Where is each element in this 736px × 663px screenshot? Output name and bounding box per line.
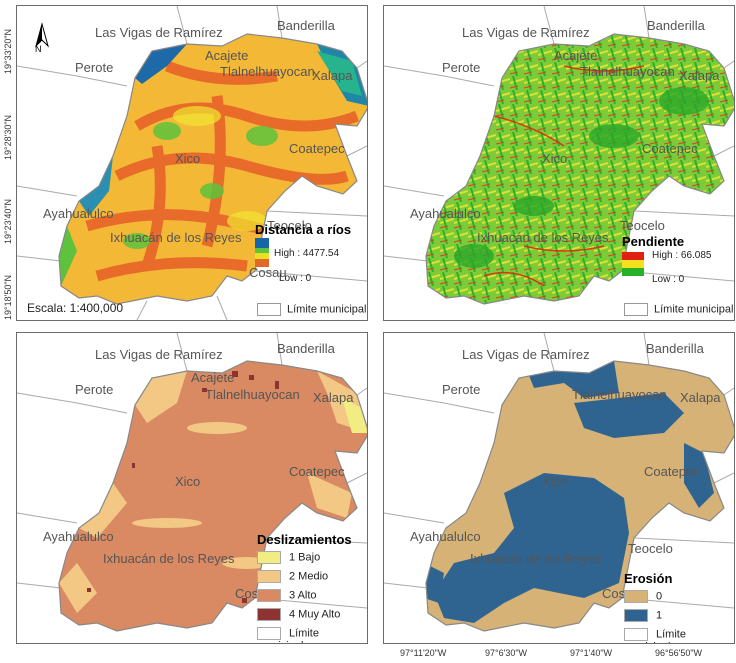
place-banderilla: Banderilla xyxy=(277,341,335,356)
legend-low: Low : 0 xyxy=(652,274,685,285)
place-xico: Xico xyxy=(175,474,201,489)
legend-deslizamientos: Deslizamientos 1 Bajo 2 Medio 3 Alto 4 M… xyxy=(257,532,367,643)
place-coatepec: Coatepec xyxy=(644,464,700,479)
legend-high: High : 4477.54 xyxy=(274,248,340,259)
map-distancia-rios xyxy=(17,6,367,320)
map-pendiente xyxy=(384,6,734,305)
y-tick-2: 19°28'30"N xyxy=(3,114,13,160)
place-xalapa: Xalapa xyxy=(680,390,721,405)
legend-limite: Límite municipal xyxy=(624,303,733,316)
legend-item: 1 xyxy=(624,609,734,622)
place-xico: Xico xyxy=(175,151,201,166)
place-vigas: Las Vigas de Ramírez xyxy=(462,347,590,362)
legend-item: 4 Muy Alto xyxy=(257,608,367,621)
legend-low: Low : 0 xyxy=(279,273,312,284)
x-tick-2: 97°6'30"W xyxy=(485,648,528,658)
place-perote: Perote xyxy=(442,60,481,75)
place-coatepec: Coatepec xyxy=(642,141,698,156)
x-tick-3: 97°1'40"W xyxy=(570,648,613,658)
place-xico: Xico xyxy=(542,474,568,489)
legend-pendiente: Pendiente xyxy=(622,234,684,249)
place-ayahualulco: Ayahualulco xyxy=(43,206,114,221)
place-cosau: Cosau xyxy=(249,265,287,280)
legend-rios: Distancia a ríos xyxy=(255,222,351,237)
place-banderilla: Banderilla xyxy=(277,18,335,33)
y-tick-3: 19°23'40"N xyxy=(3,198,13,244)
place-tlalnelhuayocan: Tlalnelhuayocan xyxy=(205,387,300,402)
place-vigas: Las Vigas de Ramírez xyxy=(95,347,223,362)
place-xalapa: Xalapa xyxy=(679,68,720,83)
x-tick-1: 97°11'20"W xyxy=(400,648,447,658)
place-ayahualulco: Ayahualulco xyxy=(43,529,114,544)
place-acajete: Acajete xyxy=(191,370,235,385)
legend-limite: Límite municipal xyxy=(624,628,734,643)
place-acajete: Acajete xyxy=(205,48,249,63)
legend-title: Erosión xyxy=(624,571,673,586)
place-tlalnelhuayocan: Tlalnelhuayocan xyxy=(572,387,667,402)
legend-limite: Límite municipal xyxy=(257,627,367,643)
place-ixhuacan: Ixhuacán de los Reyes xyxy=(477,230,609,245)
legend-item: 1 Bajo xyxy=(257,551,367,564)
y-tick-1: 19°33'20"N xyxy=(3,28,13,74)
panel-pendiente: Las Vigas de Ramírez Banderilla Perote A… xyxy=(383,5,735,321)
place-perote: Perote xyxy=(75,60,114,75)
legend-item: 0 xyxy=(624,590,734,603)
place-teocelo: Teocelo xyxy=(267,218,312,233)
place-perote: Perote xyxy=(442,382,481,397)
place-coatepec: Coatepec xyxy=(289,464,345,479)
place-vigas: Las Vigas de Ramírez xyxy=(95,25,223,40)
municipal-boundaries xyxy=(17,6,367,320)
legend-item: 3 Alto xyxy=(257,589,367,602)
place-ayahualulco: Ayahualulco xyxy=(410,206,481,221)
map-deslizamientos xyxy=(17,333,367,632)
place-banderilla: Banderilla xyxy=(647,18,705,33)
legend-title: Pendiente xyxy=(622,234,685,249)
place-teocelo: Teocelo xyxy=(620,218,665,233)
place-ixhuacan: Ixhuacán de los Reyes xyxy=(110,230,242,245)
place-banderilla: Banderilla xyxy=(646,341,704,356)
panel-deslizamientos: Las Vigas de Ramírez Banderilla Perote A… xyxy=(16,332,368,644)
place-ixhuacan: Ixhuacán de los Reyes xyxy=(103,551,235,566)
place-xalapa: Xalapa xyxy=(312,68,353,83)
place-tlalnelhuayocan: Tlalnelhuayocan xyxy=(580,64,675,79)
legend-title: Deslizamientos xyxy=(257,532,352,547)
place-vigas: Las Vigas de Ramírez xyxy=(462,25,590,40)
scale-text: Escala: 1:400,000 xyxy=(27,301,124,315)
legend-limite: Límite municipal xyxy=(257,303,366,316)
place-xico: Xico xyxy=(542,151,568,166)
place-ixhuacan: Ixhuacán de los Reyes xyxy=(470,551,602,566)
x-tick-4: 96°56'50"W xyxy=(655,648,703,658)
map-erosion xyxy=(384,333,734,632)
place-acajete: Acajete xyxy=(554,48,598,63)
legend-item: 2 Medio xyxy=(257,570,367,583)
y-tick-4: 19°18'50"N xyxy=(3,274,13,320)
place-perote: Perote xyxy=(75,382,114,397)
north-arrow-icon xyxy=(35,22,49,48)
place-tlalnelhuayocan: Tlalnelhuayocan xyxy=(220,64,315,79)
place-ayahualulco: Ayahualulco xyxy=(410,529,481,544)
legend-title: Distancia a ríos xyxy=(255,222,352,237)
place-coatepec: Coatepec xyxy=(289,141,345,156)
legend-high: High : 66.085 xyxy=(652,250,712,261)
panel-erosion: Las Vigas de Ramírez Banderilla Perote T… xyxy=(383,332,735,644)
legend-erosion: Erosión 0 1 Límite municipal xyxy=(624,571,734,643)
place-xalapa: Xalapa xyxy=(313,390,354,405)
north-label: N xyxy=(35,44,42,54)
place-teocelo: Teocelo xyxy=(628,541,673,556)
panel-distancia-rios: N Las Vigas de Ramírez Banderilla Perote… xyxy=(16,5,368,321)
